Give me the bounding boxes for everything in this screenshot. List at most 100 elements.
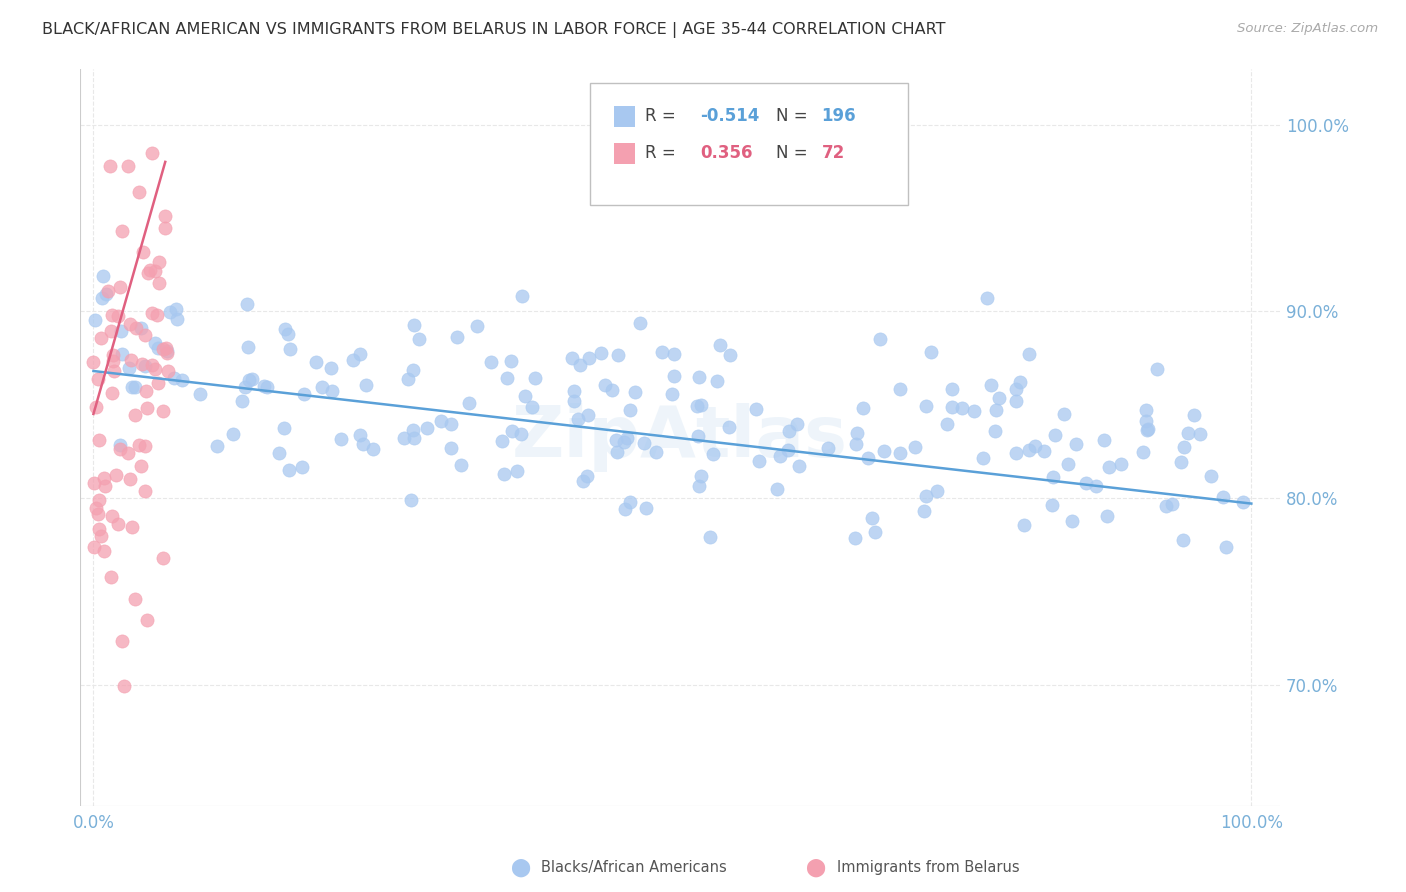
Point xyxy=(141,145,163,160)
Point xyxy=(90,529,112,543)
Point xyxy=(159,304,181,318)
Point xyxy=(110,442,132,456)
Text: N =: N = xyxy=(776,145,813,162)
Point xyxy=(786,417,808,431)
Point xyxy=(1040,499,1063,513)
Point xyxy=(941,383,963,397)
Point xyxy=(1064,437,1087,451)
Point xyxy=(510,427,533,442)
Point xyxy=(349,346,371,360)
Point xyxy=(87,433,110,447)
Point xyxy=(84,401,107,415)
Point xyxy=(277,327,299,342)
Point xyxy=(602,383,624,397)
Point xyxy=(709,338,731,352)
Point xyxy=(1005,394,1028,409)
FancyBboxPatch shape xyxy=(591,83,908,205)
Point xyxy=(776,443,799,458)
Point xyxy=(845,437,868,451)
Point xyxy=(465,318,488,333)
Point xyxy=(253,379,276,393)
Point xyxy=(238,373,260,387)
Point xyxy=(569,358,592,372)
Point xyxy=(124,408,146,422)
Point xyxy=(93,471,115,485)
Point xyxy=(111,347,134,361)
Point xyxy=(606,348,628,362)
Point xyxy=(1132,444,1154,458)
Point xyxy=(291,460,314,475)
Point xyxy=(860,511,883,525)
Point xyxy=(1156,499,1178,513)
Point xyxy=(83,540,105,554)
Point xyxy=(129,458,152,473)
Point xyxy=(1146,362,1168,376)
Point xyxy=(107,309,129,323)
Point xyxy=(352,437,374,451)
Text: ⬤: ⬤ xyxy=(510,859,530,877)
Point xyxy=(817,442,839,456)
Point xyxy=(399,492,422,507)
Point xyxy=(613,435,636,450)
Point xyxy=(689,479,711,493)
Point xyxy=(267,445,290,459)
Point xyxy=(513,389,536,403)
Point xyxy=(690,398,713,412)
Point xyxy=(132,245,155,260)
Point xyxy=(748,453,770,467)
Point xyxy=(619,403,641,417)
Point xyxy=(94,286,117,301)
Point xyxy=(87,372,110,386)
Point xyxy=(718,348,741,362)
Point xyxy=(153,221,176,235)
Text: Blacks/African Americans: Blacks/African Americans xyxy=(541,861,727,875)
Point xyxy=(205,438,228,452)
Point xyxy=(135,384,157,398)
Point xyxy=(1053,408,1076,422)
Point xyxy=(110,324,132,338)
Point xyxy=(699,530,721,544)
Point xyxy=(1033,444,1056,458)
Point xyxy=(576,469,599,483)
Point xyxy=(94,479,117,493)
Point xyxy=(1177,425,1199,440)
Point xyxy=(156,344,179,359)
Point xyxy=(619,495,641,509)
Point xyxy=(112,679,135,693)
Point xyxy=(163,371,186,385)
Point xyxy=(100,570,122,584)
Text: ZipAtlas: ZipAtlas xyxy=(512,403,848,472)
Point xyxy=(1018,443,1040,458)
Point xyxy=(240,372,263,386)
Point xyxy=(986,402,1008,417)
Point xyxy=(152,403,174,417)
Point xyxy=(146,376,169,391)
Point xyxy=(941,400,963,414)
Point xyxy=(396,372,419,386)
Point xyxy=(845,426,868,441)
Point xyxy=(128,186,150,200)
Point xyxy=(152,550,174,565)
Point xyxy=(136,401,159,415)
Point xyxy=(233,380,256,394)
Point xyxy=(1085,479,1108,493)
Point xyxy=(274,322,297,336)
Point xyxy=(662,347,685,361)
Point xyxy=(501,353,523,368)
Point xyxy=(117,159,139,173)
Point xyxy=(636,501,658,516)
Point xyxy=(1074,476,1097,491)
Point xyxy=(873,443,896,458)
Point xyxy=(101,353,124,368)
Point xyxy=(479,355,502,369)
Point xyxy=(329,433,352,447)
Point xyxy=(1109,457,1132,471)
Point xyxy=(121,519,143,533)
Point xyxy=(852,401,875,415)
Point xyxy=(562,384,585,398)
Point xyxy=(311,380,333,394)
Point xyxy=(103,363,125,377)
Point xyxy=(863,524,886,539)
Point xyxy=(1062,515,1084,529)
Point xyxy=(651,345,673,359)
